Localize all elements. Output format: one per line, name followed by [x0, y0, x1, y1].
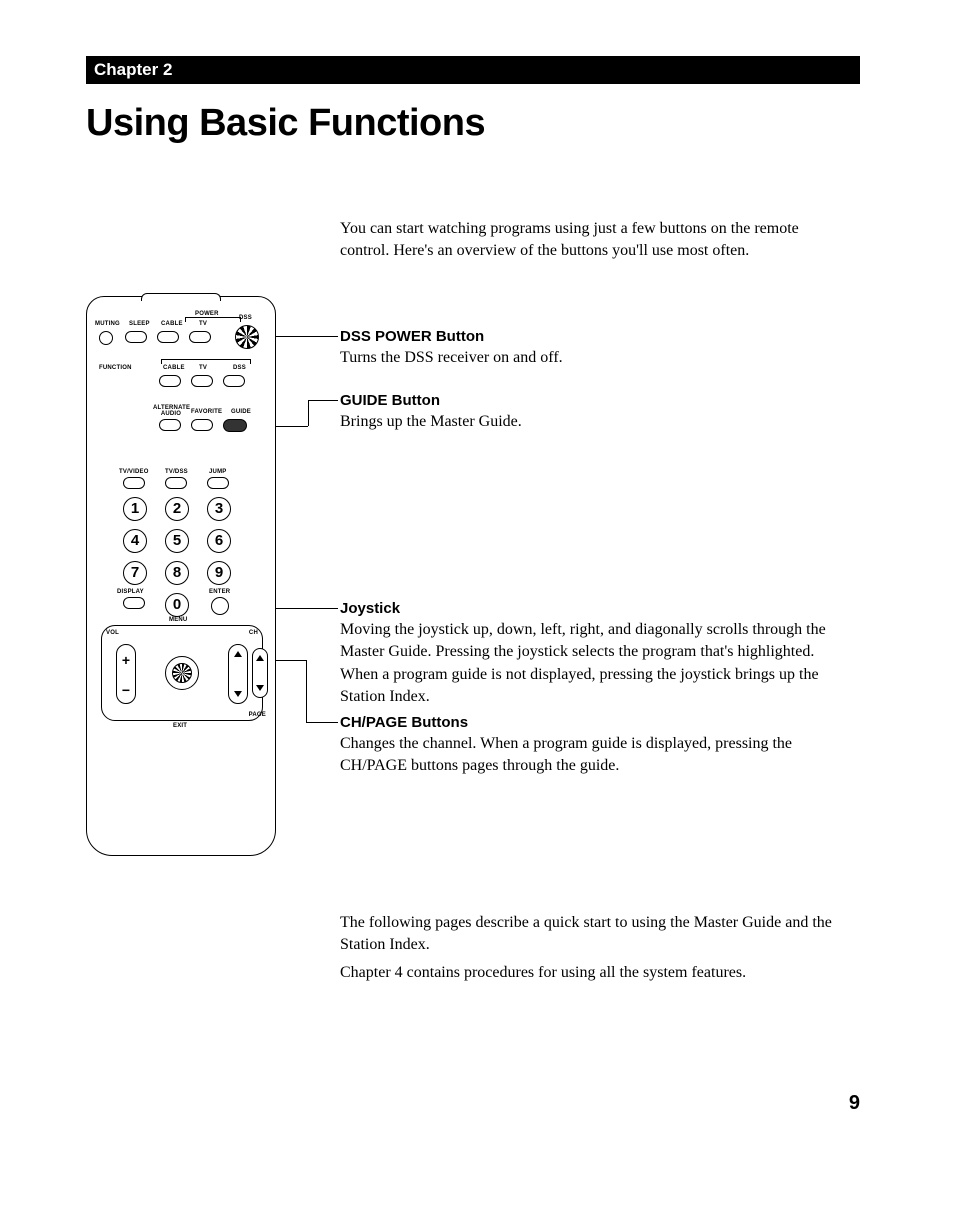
closing-paragraph-1: The following pages describe a quick sta…: [340, 912, 840, 957]
tvdss-button: [165, 477, 187, 489]
num-6-button: 6: [207, 529, 231, 553]
down-icon: [256, 685, 264, 691]
label-dss: DSS: [233, 365, 246, 371]
label-cable: CABLE: [163, 365, 185, 371]
label-function: FUNCTION: [99, 365, 132, 371]
bracket: [185, 317, 241, 323]
num-0-button: 0: [165, 593, 189, 617]
joystick: [165, 656, 199, 690]
section-body: Brings up the Master Guide.: [340, 411, 840, 433]
tvvideo-button: [123, 477, 145, 489]
enter-button: [211, 597, 229, 615]
muting-button: [99, 331, 113, 345]
section-joystick: Joystick Moving the joystick up, down, l…: [340, 600, 840, 709]
num-9-button: 9: [207, 561, 231, 585]
volume-rocker: + −: [116, 644, 136, 704]
alt-audio-button: [159, 419, 181, 431]
num-7-button: 7: [123, 561, 147, 585]
section-body: Turns the DSS receiver on and off.: [340, 347, 840, 369]
intro-paragraph: You can start watching programs using ju…: [340, 218, 810, 263]
label-enter: ENTER: [209, 589, 230, 595]
page-number: 9: [849, 1092, 860, 1115]
dss-power-button: [235, 325, 259, 349]
up-icon: [256, 655, 264, 661]
minus-icon: −: [117, 675, 135, 705]
section-title: DSS POWER Button: [340, 328, 840, 345]
display-button: [123, 597, 145, 609]
function-tv-button: [191, 375, 213, 387]
plus-icon: +: [117, 645, 135, 675]
label-menu: MENU: [169, 617, 187, 623]
guide-button: [223, 419, 247, 432]
favorite-button: [191, 419, 213, 431]
page-rocker: [252, 648, 268, 698]
callout-line: [308, 400, 338, 401]
tv-power-button: [189, 331, 211, 343]
section-title: GUIDE Button: [340, 392, 840, 409]
label-tv: TV: [199, 321, 207, 327]
num-1-button: 1: [123, 497, 147, 521]
label-tvdss: TV/DSS: [165, 469, 188, 475]
ch-rocker: [228, 644, 248, 704]
label-display: DISPLAY: [117, 589, 144, 595]
label-cable: CABLE: [161, 321, 183, 327]
remote-notch: [141, 293, 221, 301]
label-guide: GUIDE: [231, 409, 251, 415]
section-body: Moving the joystick up, down, left, righ…: [340, 619, 840, 709]
num-5-button: 5: [165, 529, 189, 553]
num-8-button: 8: [165, 561, 189, 585]
remote-control-diagram: POWER DSS MUTING SLEEP CABLE TV FUNCTION…: [86, 296, 276, 856]
down-icon: [234, 691, 242, 697]
label-tvvideo: TV/VIDEO: [119, 469, 149, 475]
num-4-button: 4: [123, 529, 147, 553]
page-title: Using Basic Functions: [86, 102, 485, 145]
sleep-button: [125, 331, 147, 343]
nav-panel: VOL CH + − PAGE: [101, 625, 263, 721]
function-dss-button: [223, 375, 245, 387]
section-body: Changes the channel. When a program guid…: [340, 733, 840, 778]
label-page: PAGE: [249, 712, 266, 718]
num-2-button: 2: [165, 497, 189, 521]
label-tv: TV: [199, 365, 207, 371]
label-favorite: FAVORITE: [191, 409, 222, 415]
callout-line: [308, 400, 309, 426]
label-ch: CH: [249, 630, 258, 636]
section-ch-page: CH/PAGE Buttons Changes the channel. Whe…: [340, 714, 840, 778]
section-title: Joystick: [340, 600, 840, 617]
chapter-bar: Chapter 2: [86, 56, 860, 84]
label-dss: DSS: [239, 315, 252, 321]
section-title: CH/PAGE Buttons: [340, 714, 840, 731]
callout-line: [306, 722, 338, 723]
label-alt-audio: ALTERNATE AUDIO: [153, 405, 189, 417]
up-icon: [234, 651, 242, 657]
label-muting: MUTING: [95, 321, 120, 327]
label-sleep: SLEEP: [129, 321, 150, 327]
label-vol: VOL: [106, 630, 119, 636]
section-guide: GUIDE Button Brings up the Master Guide.: [340, 392, 840, 433]
cable-power-button: [157, 331, 179, 343]
function-cable-button: [159, 375, 181, 387]
closing-paragraph-2: Chapter 4 contains procedures for using …: [340, 962, 840, 984]
section-dss-power: DSS POWER Button Turns the DSS receiver …: [340, 328, 840, 369]
label-exit: EXIT: [173, 723, 187, 729]
callout-line: [306, 660, 307, 722]
jump-button: [207, 477, 229, 489]
num-3-button: 3: [207, 497, 231, 521]
label-jump: JUMP: [209, 469, 226, 475]
